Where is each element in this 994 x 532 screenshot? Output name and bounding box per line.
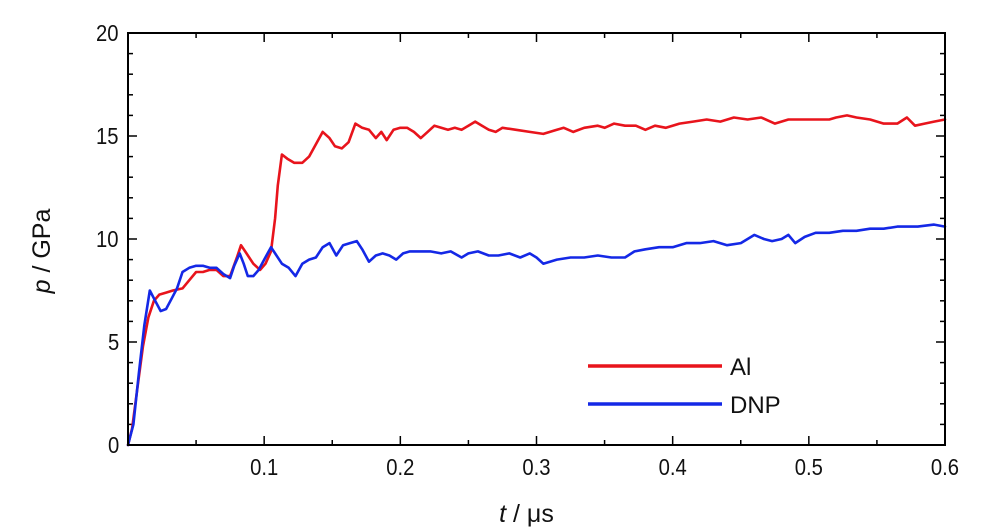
series-layer: [126, 114, 947, 447]
plot-frame: [127, 32, 946, 446]
x-tick-label: 0.2: [386, 454, 414, 481]
y-tick-label: 15: [96, 123, 119, 150]
legend: Al DNP: [588, 354, 781, 419]
y-tick-label: 10: [96, 226, 119, 253]
x-tick-label: 0.5: [795, 454, 823, 481]
y-axis-unit: / GPa: [28, 209, 56, 280]
series-line-dnp: [126, 223, 947, 447]
y-tick-label: 20: [96, 20, 119, 47]
x-tick-label: 0.4: [659, 454, 687, 481]
legend-label-dnp: DNP: [730, 392, 781, 419]
x-axis-symbol: t: [499, 500, 507, 528]
x-axis-unit: / μs: [506, 500, 554, 528]
y-tick-label: 0: [108, 432, 119, 459]
x-tick-label: 0.6: [931, 454, 959, 481]
x-tick-label: 0.3: [522, 454, 550, 481]
legend-label-al: Al: [730, 354, 751, 381]
y-tick-label: 5: [108, 329, 119, 356]
y-axis-symbol: p: [28, 279, 56, 294]
x-tick-label: 0.1: [250, 454, 278, 481]
x-axis-title: t / μs: [499, 500, 554, 528]
tick-labels: 0.1 0.2 0.3 0.4 0.5 0.6 0 5 10 15 20: [96, 20, 959, 481]
y-axis-title: p / GPa: [28, 209, 56, 295]
